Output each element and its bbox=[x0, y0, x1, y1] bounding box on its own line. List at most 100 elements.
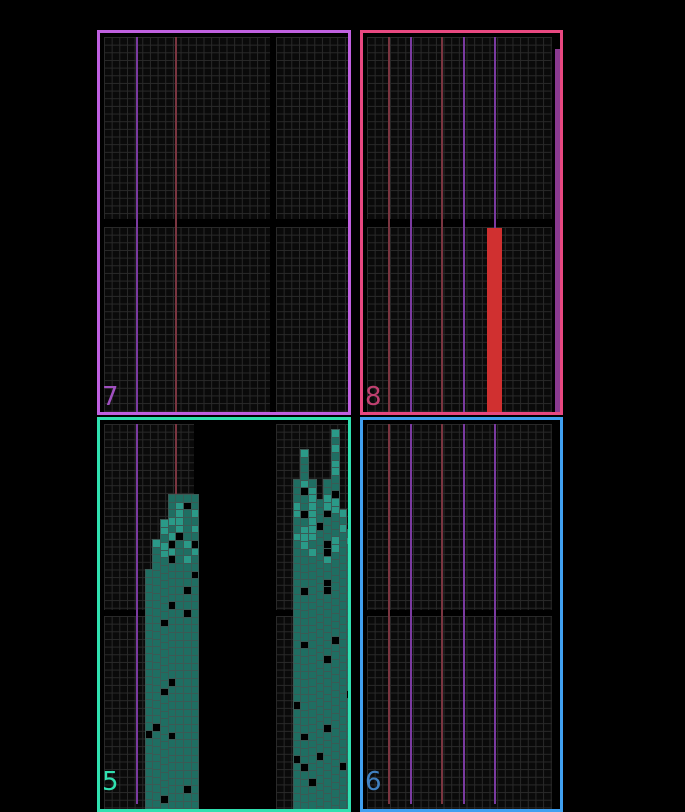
filled-cell bbox=[338, 547, 348, 556]
filled-cell bbox=[346, 575, 348, 584]
grid-line bbox=[441, 424, 443, 804]
filled-cell bbox=[167, 624, 177, 633]
filled-cell bbox=[323, 793, 332, 803]
filled-cell bbox=[338, 578, 348, 587]
filled-cell bbox=[152, 600, 161, 609]
filled-cell bbox=[183, 701, 192, 710]
filled-cell bbox=[175, 739, 184, 749]
filled-cell bbox=[167, 517, 177, 526]
grid-line bbox=[494, 424, 496, 804]
filled-cell bbox=[308, 502, 317, 511]
filled-cell bbox=[331, 544, 340, 553]
filled-cell bbox=[323, 655, 332, 665]
panel-6[interactable]: 6 bbox=[360, 417, 563, 812]
filled-cell bbox=[144, 730, 154, 739]
filled-cell bbox=[183, 739, 192, 749]
filled-cell bbox=[338, 601, 348, 610]
filled-cell bbox=[175, 716, 184, 726]
filled-cell bbox=[160, 588, 169, 597]
filled-cell bbox=[190, 547, 200, 557]
filled-cell bbox=[160, 756, 169, 766]
filled-cell bbox=[183, 716, 192, 726]
filled-cell bbox=[323, 770, 332, 780]
filled-cell bbox=[183, 655, 192, 664]
filled-cell bbox=[292, 716, 302, 726]
filled-cell bbox=[160, 710, 169, 720]
filled-cell bbox=[346, 751, 348, 761]
filled-cell bbox=[331, 628, 340, 638]
filled-cell bbox=[338, 593, 348, 602]
filled-cell bbox=[292, 563, 302, 572]
grid-line bbox=[494, 37, 496, 412]
filled-cell bbox=[308, 716, 317, 726]
purple-bar bbox=[555, 49, 560, 412]
filled-cell bbox=[323, 525, 332, 534]
filled-cell bbox=[323, 594, 332, 603]
filled-cell bbox=[292, 724, 302, 734]
filled-cell bbox=[292, 525, 302, 534]
filled-cell bbox=[144, 806, 154, 809]
panel-5[interactable]: 5 bbox=[97, 417, 351, 812]
filled-cell bbox=[338, 708, 348, 718]
filled-cell bbox=[346, 705, 348, 715]
filled-cell bbox=[292, 755, 302, 764]
panel-label: 8 bbox=[365, 382, 382, 412]
panel-7[interactable]: 7 bbox=[97, 30, 351, 415]
filled-cell bbox=[152, 769, 161, 778]
filled-cell bbox=[308, 701, 317, 711]
filled-cell bbox=[190, 777, 200, 787]
filled-cell bbox=[160, 672, 169, 681]
filled-cell bbox=[331, 643, 340, 653]
filled-cell bbox=[331, 651, 340, 661]
filled-cell bbox=[183, 693, 192, 703]
filled-cell bbox=[167, 747, 177, 756]
filled-cell bbox=[183, 563, 192, 572]
filled-cell bbox=[315, 637, 325, 646]
filled-cell bbox=[331, 797, 340, 806]
filled-cell bbox=[152, 623, 161, 632]
filled-cell bbox=[323, 678, 332, 688]
filled-cell bbox=[175, 770, 184, 779]
filled-cell bbox=[346, 552, 348, 561]
filled-cell bbox=[331, 597, 340, 607]
panel-8[interactable]: 8 bbox=[360, 30, 563, 415]
filled-cell bbox=[152, 692, 161, 701]
filled-cell bbox=[300, 556, 309, 565]
filled-cell bbox=[160, 634, 169, 643]
grid-line bbox=[175, 424, 177, 804]
filled-cell bbox=[323, 548, 332, 557]
filled-cell bbox=[300, 541, 309, 550]
filled-cell bbox=[315, 606, 325, 615]
filled-cell bbox=[175, 762, 184, 772]
filled-cell bbox=[167, 555, 177, 564]
filled-cell bbox=[308, 494, 317, 503]
filled-cell bbox=[190, 524, 200, 534]
filled-cell bbox=[331, 720, 340, 730]
filled-cell bbox=[167, 762, 177, 772]
filled-cell bbox=[331, 482, 340, 492]
filled-cell bbox=[160, 542, 169, 551]
filled-cell bbox=[167, 739, 177, 749]
filled-cell bbox=[183, 777, 192, 787]
filled-cell bbox=[315, 767, 325, 777]
filled-cell bbox=[338, 800, 348, 809]
filled-cell bbox=[300, 694, 309, 704]
filled-cell bbox=[167, 616, 177, 626]
filled-cell bbox=[175, 693, 184, 703]
filled-cell bbox=[300, 748, 309, 757]
filled-cell bbox=[144, 599, 154, 609]
filled-cell bbox=[144, 799, 154, 808]
filled-cell bbox=[338, 631, 348, 641]
filled-cell bbox=[338, 685, 348, 695]
filled-cell bbox=[323, 670, 332, 680]
filled-cell bbox=[315, 713, 325, 723]
filled-cell bbox=[175, 494, 184, 503]
filled-cell bbox=[346, 697, 348, 707]
filled-cell bbox=[183, 685, 192, 695]
filled-cell bbox=[300, 686, 309, 696]
filled-cell bbox=[160, 557, 169, 566]
filled-cell bbox=[144, 737, 154, 747]
filled-cell bbox=[190, 739, 200, 749]
filled-cell bbox=[315, 499, 325, 508]
filled-cell bbox=[300, 487, 309, 496]
